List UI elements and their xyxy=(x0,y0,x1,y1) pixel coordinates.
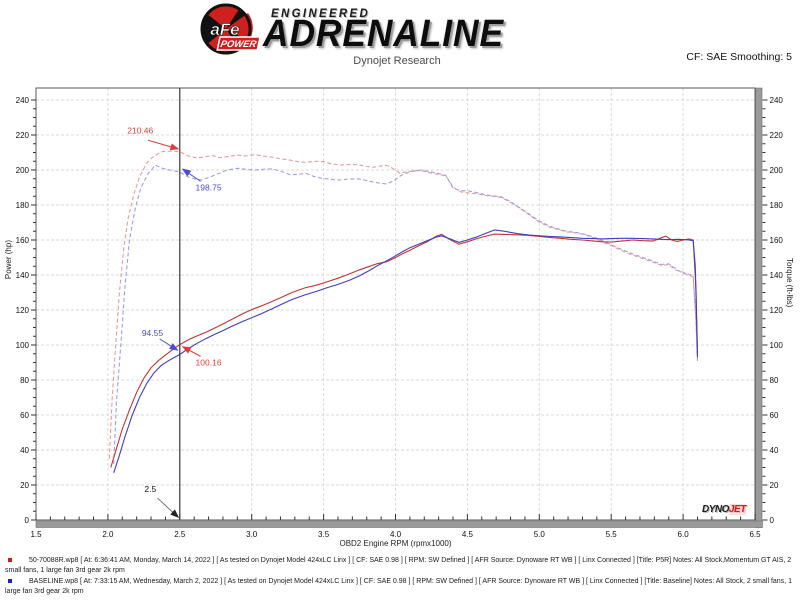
annotation-value-label: 94.55 xyxy=(142,328,164,338)
BASELINE-power-curve xyxy=(113,229,699,473)
y-axis-tick-label: 40 xyxy=(770,446,779,455)
x-axis-tick-label: 3.0 xyxy=(246,530,258,539)
annotation-arrow xyxy=(148,139,180,151)
left-axis-title: Power (hp) xyxy=(4,240,13,280)
y-axis-tick-label: 120 xyxy=(16,306,30,315)
annotation-value-label: 198.75 xyxy=(196,183,222,193)
50-70088R-torque-curve xyxy=(108,150,699,459)
y-axis-tick-label: 80 xyxy=(770,376,779,385)
brand-adrenaline: ADRENALINE xyxy=(263,13,504,55)
y-axis-tick-label: 200 xyxy=(16,166,30,175)
brand-engineered: ENGINEERED xyxy=(271,6,371,20)
y-axis-tick-label: 180 xyxy=(16,201,30,210)
y-axis-tick-label: 240 xyxy=(770,96,784,105)
y-axis-tick-label: 60 xyxy=(770,411,779,420)
annotation-arrow xyxy=(181,168,201,182)
x-axis-tick-label: 5.5 xyxy=(606,530,618,539)
y-axis-tick-label: 140 xyxy=(770,271,784,280)
y-axis-tick-label: 20 xyxy=(770,481,779,490)
y-axis-tick-label: 160 xyxy=(16,236,30,245)
x-axis-tick-label: 5.0 xyxy=(534,530,546,539)
y-axis-tick-label: 220 xyxy=(16,131,30,140)
BASELINE-torque-curve xyxy=(113,164,699,465)
50-70088R-power-curve xyxy=(110,233,699,468)
plot-frame xyxy=(35,87,756,521)
annotation-value-label: 100.16 xyxy=(196,358,222,368)
y-axis-tick-label: 220 xyxy=(770,131,784,140)
x-axis-tick-label: 2.5 xyxy=(174,530,186,539)
y-axis-tick-label: 60 xyxy=(20,411,29,420)
annotation-arrow xyxy=(181,346,201,357)
y-axis-tick-label: 80 xyxy=(20,376,29,385)
run-legend-entry-baseline[interactable]: BASELINE.wp8 [ At: 7:33:15 AM, Wednesday… xyxy=(0,577,798,596)
x-axis-tick-label: 6.5 xyxy=(749,530,761,539)
cursor-value-label[interactable]: 2.5 xyxy=(144,484,156,494)
y-axis-tick-label: 200 xyxy=(770,166,784,175)
chart-subtitle: Dynojet Research xyxy=(353,55,441,67)
dynojet-logo-dyno: DYNO xyxy=(702,504,729,515)
afe-power-text: POWER xyxy=(219,39,257,50)
x-axis-tick-label: 3.5 xyxy=(318,530,330,539)
dynojet-logo: DYNOJET xyxy=(702,504,746,515)
run-legend-text: 50-70088R.wp8 [ At: 6:36:41 AM, Monday, … xyxy=(5,557,792,574)
afe-logo-text: aFe xyxy=(210,20,239,39)
x-axis-tick-label: 1.5 xyxy=(30,530,42,539)
annotation-value-label: 210.46 xyxy=(127,126,153,136)
x-axis-tick-label: 4.5 xyxy=(462,530,474,539)
run-legend-text: BASELINE.wp8 [ At: 7:33:15 AM, Wednesday… xyxy=(5,578,792,595)
x-axis-title: OBD2 Engine RPM (rpmx1000) xyxy=(339,539,452,548)
correction-smoothing-label: CF: SAE Smoothing: 5 xyxy=(686,51,792,63)
right-axis-title: Torque (ft-lbs) xyxy=(785,258,794,308)
run-legend-entry-p5r[interactable]: 50-70088R.wp8 [ At: 6:36:41 AM, Monday, … xyxy=(0,556,798,575)
y-axis-tick-label: 120 xyxy=(770,306,784,315)
y-axis-tick-label: 100 xyxy=(770,341,784,350)
x-axis-tick-label: 2.0 xyxy=(102,530,114,539)
right-scroll-bar[interactable] xyxy=(755,87,763,528)
y-axis-tick-label: 100 xyxy=(16,341,30,350)
y-axis-tick-label: 0 xyxy=(25,516,30,525)
run-color-swatch xyxy=(8,558,12,562)
x-axis-tick-label: 4.0 xyxy=(390,530,402,539)
annotation-arrow xyxy=(159,338,179,351)
y-axis-tick-label: 140 xyxy=(16,271,30,280)
x-axis-tick-label: 6.0 xyxy=(678,530,690,539)
y-axis-tick-label: 160 xyxy=(770,236,784,245)
y-axis-tick-label: 40 xyxy=(20,446,29,455)
afe-power-logo: aFe POWER xyxy=(200,3,261,55)
y-axis-tick-label: 240 xyxy=(16,96,30,105)
bottom-scroll-bar[interactable] xyxy=(35,520,763,528)
run-color-swatch xyxy=(8,579,12,583)
y-axis-tick-label: 180 xyxy=(770,201,784,210)
cursor-arrow xyxy=(157,497,180,519)
y-axis-tick-label: 20 xyxy=(20,481,29,490)
dynojet-logo-jet: JET xyxy=(728,504,746,515)
y-axis-tick-label: 0 xyxy=(770,516,775,525)
